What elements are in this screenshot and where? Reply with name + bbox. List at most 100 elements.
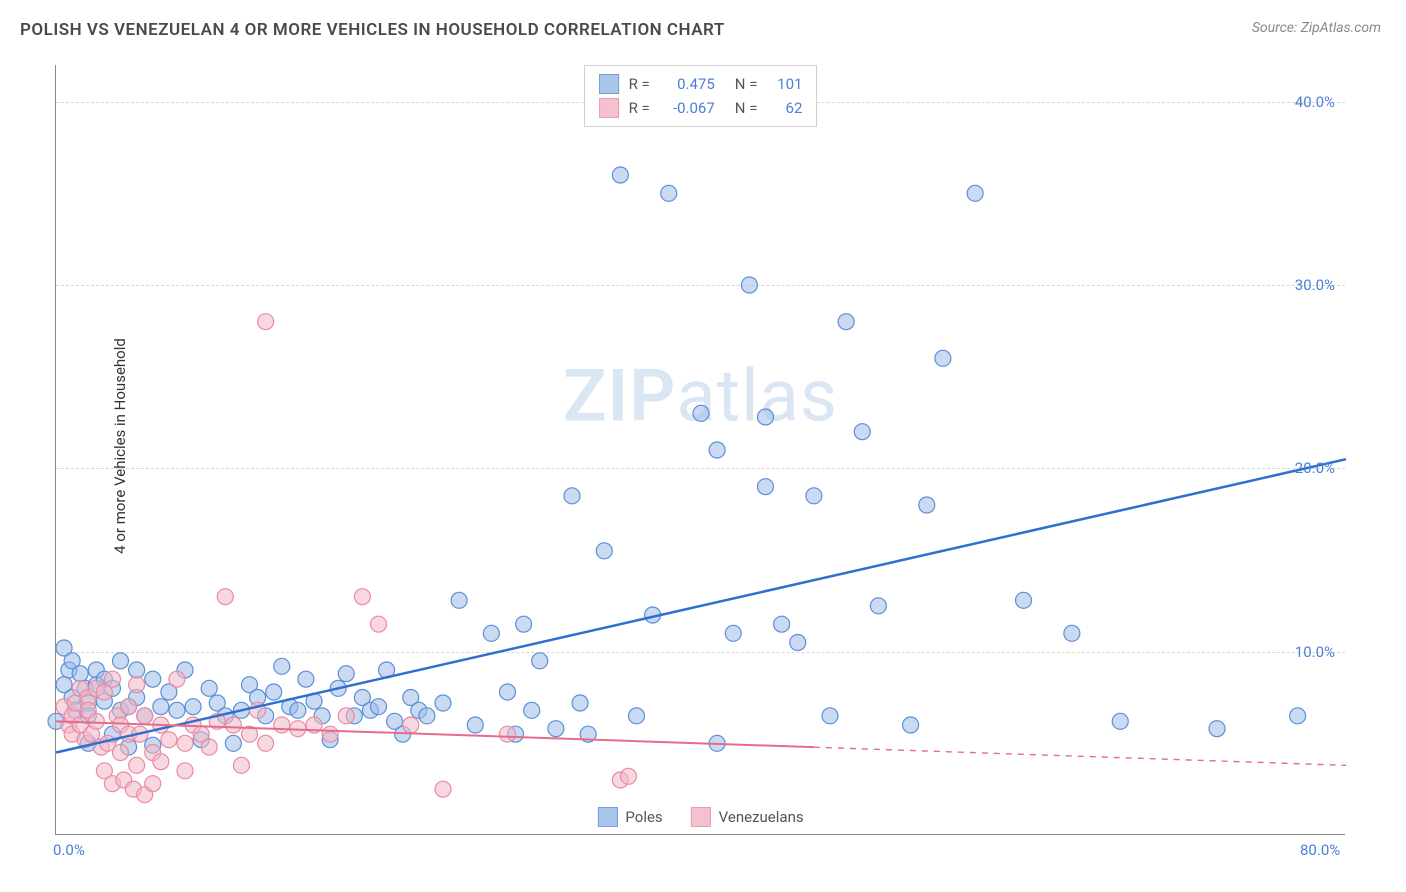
- data-point: [258, 314, 274, 330]
- data-point: [620, 768, 636, 784]
- data-point: [1112, 713, 1128, 729]
- data-point: [838, 314, 854, 330]
- x-axis-origin: 0.0%: [53, 841, 85, 859]
- data-point: [516, 616, 532, 632]
- legend-r-value: -0.067: [660, 96, 715, 120]
- chart-svg: [56, 65, 1345, 834]
- data-point: [403, 717, 419, 733]
- data-point: [903, 717, 919, 733]
- regression-line: [56, 459, 1346, 752]
- data-point: [185, 699, 201, 715]
- data-point: [169, 671, 185, 687]
- data-point: [129, 662, 145, 678]
- data-point: [113, 745, 129, 761]
- series-legend: Poles Venezuelans: [589, 805, 811, 829]
- data-point: [274, 717, 290, 733]
- data-point: [371, 616, 387, 632]
- legend-item: Poles: [597, 807, 662, 827]
- data-point: [177, 763, 193, 779]
- correlation-legend: R = 0.475N = 101R = -0.067N = 62: [584, 65, 818, 127]
- data-point: [129, 757, 145, 773]
- y-tick-label: 30.0%: [1295, 276, 1335, 294]
- data-point: [258, 735, 274, 751]
- data-point: [967, 185, 983, 201]
- data-point: [338, 666, 354, 682]
- y-tick-label: 10.0%: [1295, 643, 1335, 661]
- legend-swatch: [597, 807, 617, 827]
- data-point: [532, 653, 548, 669]
- data-point: [225, 717, 241, 733]
- data-point: [451, 592, 467, 608]
- data-point: [758, 479, 774, 495]
- data-point: [225, 735, 241, 751]
- data-point: [290, 702, 306, 718]
- legend-item: Venezuelans: [691, 807, 804, 827]
- data-point: [741, 277, 757, 293]
- data-point: [467, 717, 483, 733]
- legend-r-label: R =: [629, 96, 650, 120]
- data-point: [854, 424, 870, 440]
- data-point: [822, 708, 838, 724]
- data-point: [1016, 592, 1032, 608]
- data-point: [274, 658, 290, 674]
- data-point: [121, 699, 137, 715]
- legend-n-label: N =: [735, 72, 758, 96]
- data-point: [524, 702, 540, 718]
- data-point: [169, 702, 185, 718]
- data-point: [483, 625, 499, 641]
- data-point: [233, 757, 249, 773]
- data-point: [564, 488, 580, 504]
- data-point: [217, 589, 233, 605]
- data-point: [161, 732, 177, 748]
- data-point: [629, 708, 645, 724]
- data-point: [500, 726, 516, 742]
- legend-label: Poles: [625, 808, 662, 826]
- data-point: [145, 776, 161, 792]
- data-point: [338, 708, 354, 724]
- regression-line-extended: [814, 747, 1346, 765]
- data-point: [870, 598, 886, 614]
- legend-n-label: N =: [735, 96, 758, 120]
- data-point: [435, 781, 451, 797]
- data-point: [88, 713, 104, 729]
- legend-n-value: 101: [767, 72, 802, 96]
- x-axis-end: 80.0%: [1300, 841, 1340, 859]
- data-point: [500, 684, 516, 700]
- data-point: [153, 754, 169, 770]
- data-point: [129, 677, 145, 693]
- data-point: [113, 653, 129, 669]
- data-point: [72, 666, 88, 682]
- data-point: [693, 405, 709, 421]
- data-point: [419, 708, 435, 724]
- y-tick-label: 20.0%: [1295, 459, 1335, 477]
- data-point: [266, 684, 282, 700]
- data-point: [104, 671, 120, 687]
- data-point: [596, 543, 612, 559]
- data-point: [153, 699, 169, 715]
- data-point: [806, 488, 822, 504]
- data-point: [354, 589, 370, 605]
- legend-swatch: [599, 74, 619, 94]
- legend-swatch: [691, 807, 711, 827]
- legend-row: R = 0.475 N = 101: [599, 72, 803, 96]
- data-point: [548, 721, 564, 737]
- data-point: [725, 625, 741, 641]
- data-point: [774, 616, 790, 632]
- data-point: [145, 671, 161, 687]
- data-point: [935, 350, 951, 366]
- legend-r-label: R =: [629, 72, 650, 96]
- data-point: [790, 635, 806, 651]
- data-point: [661, 185, 677, 201]
- data-point: [709, 442, 725, 458]
- data-point: [612, 167, 628, 183]
- data-point: [137, 708, 153, 724]
- data-point: [322, 726, 338, 742]
- data-point: [1209, 721, 1225, 737]
- legend-label: Venezuelans: [719, 808, 804, 826]
- data-point: [298, 671, 314, 687]
- data-point: [758, 409, 774, 425]
- data-point: [201, 739, 217, 755]
- data-point: [1064, 625, 1080, 641]
- legend-row: R = -0.067N = 62: [599, 96, 803, 120]
- legend-r-value: 0.475: [660, 72, 715, 96]
